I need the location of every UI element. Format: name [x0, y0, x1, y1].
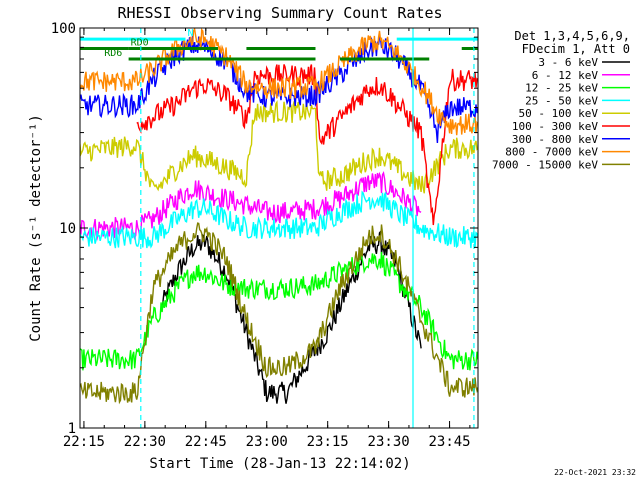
x-tick-label-2: 22:45: [185, 434, 227, 450]
legend-header-line-1: Det 1,3,4,5,6,9,: [514, 29, 630, 43]
legend-header-line-2: FDecim 1, Att 0: [522, 42, 630, 56]
plot-area: N RD0 RD6: [80, 28, 478, 428]
series-line-8: [80, 222, 478, 405]
legend-label-5: 100 - 300 keV: [512, 120, 598, 133]
y-tick-label-2: 100: [51, 21, 76, 37]
legend-label-6: 300 - 800 keV: [512, 133, 598, 146]
legend-label-1: 6 - 12 keV: [532, 69, 599, 82]
x-tick-label-1: 22:30: [124, 434, 166, 450]
legend-label-4: 50 - 100 keV: [519, 107, 599, 120]
legend-label-7: 800 - 7000 keV: [505, 146, 598, 159]
y-axis-label: Count Rate (s⁻¹ detector⁻¹): [28, 114, 44, 342]
axes: 22:15 22:30 22:45 23:00 23:15 23:30 23:45 1 10 10…: [51, 21, 479, 450]
chart-title: RHESSI Observing Summary Count Rates: [117, 4, 442, 22]
x-tick-label-0: 22:15: [63, 434, 105, 450]
footer-date: 22-Oct-2021 23:32: [554, 468, 636, 477]
legend-label-3: 25 - 50 keV: [525, 94, 598, 107]
x-axis-label: Start Time (28-Jan-13 22:14:02): [149, 456, 410, 472]
flag-label-rd0: RD0: [131, 37, 149, 48]
legend-label-2: 12 - 25 keV: [525, 82, 598, 95]
x-tick-label-3: 23:00: [246, 434, 288, 450]
legend-label-8: 7000 - 15000 keV: [492, 158, 598, 171]
x-tick-label-5: 23:30: [368, 434, 410, 450]
legend-label-0: 3 - 6 keV: [538, 56, 598, 69]
y-tick-label-0: 1: [68, 421, 76, 437]
y-tick-label-1: 10: [59, 221, 76, 237]
series-line-2: [80, 251, 478, 371]
series-line-0: [160, 229, 422, 404]
flag-label-n: N: [187, 28, 193, 39]
series-line-7: [80, 28, 478, 136]
series-line-1: [80, 171, 422, 241]
series-line-4: [80, 100, 478, 194]
series-line-3: [80, 190, 478, 249]
x-tick-label-4: 23:15: [307, 434, 349, 450]
flag-label-rd6: RD6: [104, 48, 122, 59]
x-tick-label-6: 23:45: [428, 434, 470, 450]
